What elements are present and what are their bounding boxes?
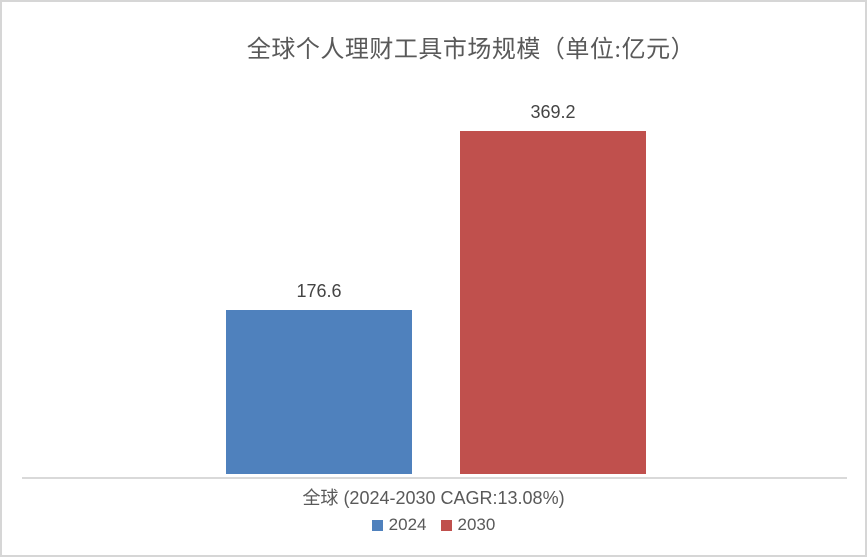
- bar-group-2030: 369.2: [460, 102, 646, 474]
- legend-label-2030: 2030: [457, 515, 496, 534]
- legend-item-2030: 2030: [440, 515, 496, 535]
- bar-2030: [460, 131, 646, 474]
- plot-area: 176.6 369.2: [2, 82, 865, 474]
- x-axis-line: [22, 477, 847, 479]
- bar-2024: [226, 310, 412, 474]
- legend-swatch-2030-icon: [440, 519, 452, 531]
- data-label-2030: 369.2: [530, 102, 576, 122]
- legend-item-2024: 2024: [371, 515, 427, 535]
- legend-label-2024: 2024: [388, 515, 427, 534]
- chart-title: 全球个人理财工具市场规模（单位:亿元）: [246, 37, 696, 63]
- data-label-2024: 176.6: [296, 281, 342, 301]
- x-axis-category-label: 全球 (2024-2030 CAGR:13.08%): [302, 488, 565, 508]
- legend-swatch-2024-icon: [371, 519, 383, 531]
- bar-group-2024: 176.6: [226, 281, 412, 474]
- legend: 2024 2030: [2, 515, 865, 535]
